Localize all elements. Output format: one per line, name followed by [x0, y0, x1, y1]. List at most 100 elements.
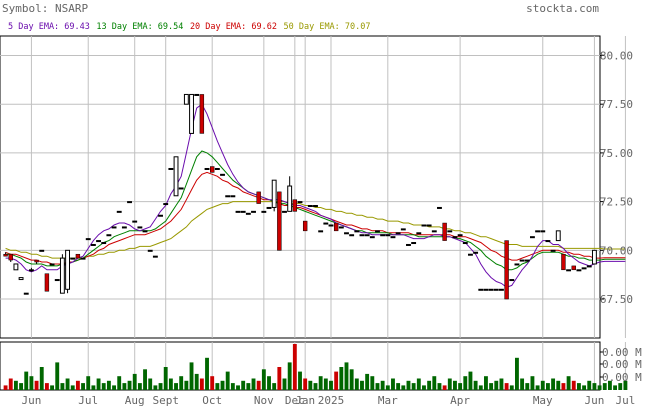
volume-bar — [484, 376, 488, 390]
candles — [3, 93, 597, 300]
candle-body — [509, 279, 515, 282]
candle — [183, 93, 189, 105]
volume-bar — [520, 378, 525, 390]
candle-body — [106, 234, 112, 237]
volume-bar — [8, 378, 13, 390]
candle — [235, 210, 241, 213]
candle — [426, 224, 432, 227]
volume-bar — [101, 383, 106, 390]
candle-body — [75, 253, 81, 259]
volume-bar — [597, 385, 602, 390]
candle — [478, 288, 484, 291]
volume-bar — [478, 385, 483, 390]
candle-body — [163, 203, 169, 206]
volume-bar — [432, 376, 437, 390]
candle — [349, 234, 355, 237]
candle — [44, 273, 50, 292]
volume-bar — [411, 383, 416, 390]
volume-bar — [256, 380, 261, 390]
y-tick-label: 75.00 — [600, 147, 633, 160]
candle — [96, 240, 101, 243]
volume-bar — [112, 385, 116, 390]
volume-bar — [210, 376, 215, 390]
y-tick-label: 70.00 — [600, 244, 633, 257]
candle-body — [127, 201, 132, 204]
candle-body — [571, 265, 576, 271]
ema50-line — [5, 201, 626, 259]
candle-body — [230, 195, 236, 198]
candle-body — [220, 173, 225, 176]
candle-body — [173, 156, 179, 197]
ema13-line — [5, 150, 626, 271]
candle-body — [23, 292, 29, 295]
volume-bar — [132, 373, 137, 390]
candle-body — [359, 234, 365, 237]
candle — [173, 156, 179, 197]
volume-bar — [292, 344, 297, 390]
candle — [571, 265, 576, 271]
candle-body — [437, 206, 442, 209]
candle — [375, 230, 380, 233]
volume-bar — [127, 380, 132, 390]
volume-bar — [551, 378, 556, 390]
candle — [442, 222, 447, 241]
volume-bar — [24, 371, 29, 390]
candle — [364, 234, 370, 237]
candle-body — [137, 226, 143, 229]
candle — [586, 265, 592, 268]
volume-bar — [453, 380, 457, 390]
volume-bar — [75, 380, 80, 390]
candle — [287, 176, 293, 212]
volume-tick-label: 0.00 M — [602, 358, 642, 371]
candle — [473, 251, 479, 254]
x-tick-label: Nov — [254, 394, 274, 406]
volume-bar — [81, 383, 85, 390]
candle-body — [80, 257, 86, 260]
volume-bar — [29, 376, 34, 390]
candle-body — [561, 253, 566, 271]
candle — [452, 236, 458, 239]
candle-body — [183, 93, 189, 105]
candle-body — [499, 288, 504, 291]
candle-body — [214, 167, 220, 170]
candle — [75, 253, 81, 259]
volume-bar — [334, 371, 339, 390]
candle-body — [65, 249, 71, 290]
volume-bar — [339, 367, 344, 390]
candle — [359, 234, 365, 237]
candle — [338, 226, 344, 229]
candle-body — [318, 230, 324, 233]
volume-bar — [19, 383, 24, 390]
candle-body — [204, 167, 210, 170]
volume-bar — [515, 357, 519, 390]
candle — [59, 254, 65, 294]
volume-bar — [220, 380, 225, 390]
candle — [116, 210, 122, 213]
candle-body — [85, 238, 91, 241]
site-name: stockta.com — [526, 2, 599, 15]
candle — [447, 230, 453, 233]
candle — [333, 222, 339, 232]
candle-body — [70, 257, 76, 260]
candle-body — [591, 249, 597, 265]
candle — [395, 232, 401, 235]
candle-body — [328, 224, 334, 227]
candle-body — [524, 259, 530, 262]
y-tick-label: 67.50 — [600, 293, 633, 306]
candle — [127, 201, 132, 204]
candle — [13, 263, 19, 271]
price-axis: 80.00 77.50 75.00 72.50 70.00 67.50 — [600, 49, 633, 306]
candle-body — [535, 230, 541, 233]
candle-body — [493, 288, 499, 291]
candle-body — [576, 269, 582, 272]
volume-bar — [576, 383, 581, 390]
candle — [132, 220, 138, 223]
volume-bar — [416, 378, 421, 390]
candle-body — [462, 242, 468, 245]
volume-bar — [587, 380, 592, 390]
candle — [266, 206, 272, 209]
candle — [90, 243, 96, 246]
volume-bar — [184, 380, 189, 390]
volume-bar — [86, 376, 91, 390]
